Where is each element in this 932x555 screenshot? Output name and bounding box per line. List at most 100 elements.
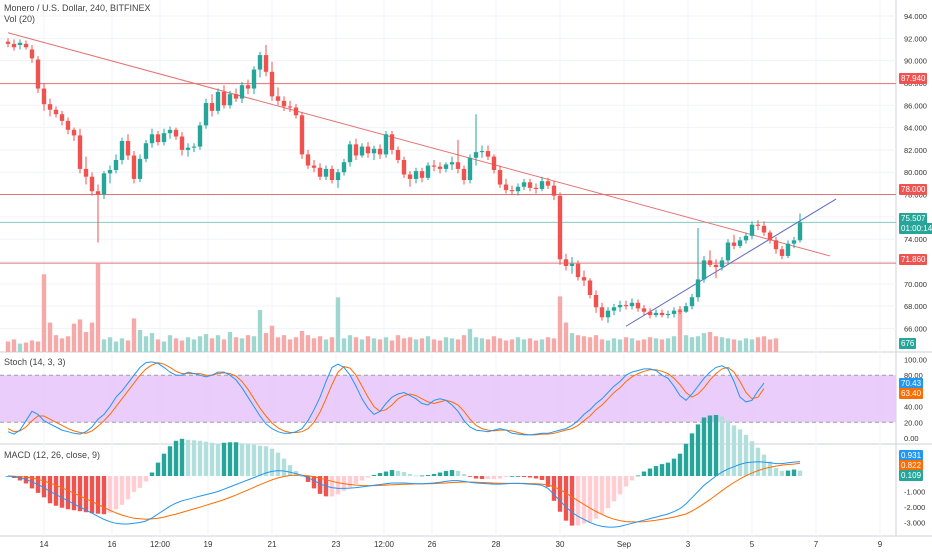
macd-histogram-bar (689, 433, 695, 476)
macd-histogram-bar (245, 443, 251, 476)
candle-body (167, 129, 173, 134)
volume-bar (227, 332, 233, 352)
candle-body (215, 91, 221, 111)
candle-body (143, 143, 149, 159)
price-tick-label: 86.000 (904, 101, 927, 110)
macd-histogram-bar (335, 476, 341, 495)
macd-histogram-bar (425, 475, 431, 476)
volume-bar (557, 296, 563, 352)
macd-histogram-bar (41, 476, 47, 498)
candle-body (773, 240, 779, 250)
candle-body (119, 140, 125, 160)
volume-bar (545, 337, 551, 352)
candle-body (695, 279, 701, 298)
level-low-label: 71.860 (899, 254, 928, 265)
price-tick-label: 68.000 (904, 302, 927, 311)
macd-histogram-bar (623, 476, 629, 487)
candle-body (467, 157, 473, 181)
volume-bar (389, 340, 395, 352)
macd-histogram-bar (239, 443, 245, 476)
stoch-legend[interactable]: Stoch (14, 3, 3) (4, 357, 66, 367)
candle-body (221, 91, 227, 106)
macd-histogram-bar (113, 476, 119, 510)
candle-body (425, 165, 431, 178)
macd-histogram-bar (299, 476, 305, 477)
volume-bar (65, 336, 71, 352)
candle-body (11, 43, 17, 48)
macd-legend[interactable]: MACD (12, 26, close, 9) (4, 450, 101, 460)
candle-body (653, 312, 659, 316)
candle-body (35, 59, 41, 89)
volume-bar (641, 339, 647, 352)
volume-bar (113, 341, 119, 352)
candle-body (641, 308, 647, 312)
candle-body (449, 162, 455, 165)
candle-body (323, 168, 329, 177)
volume-bar (551, 338, 557, 352)
macd-histogram-bar (359, 476, 365, 481)
volume-bar (335, 297, 341, 352)
symbol-legend[interactable]: Monero / U.S. Dollar, 240, BITFINEX (4, 3, 151, 13)
candle-body (281, 100, 287, 107)
candle-body (683, 306, 689, 312)
volume-bar (677, 308, 683, 352)
macd-histogram-bar (83, 476, 89, 513)
macd-histogram-bar (77, 476, 83, 512)
volume-bar (161, 341, 167, 352)
volume-bar (407, 337, 413, 352)
macd-histogram-bar (785, 470, 791, 476)
macd-histogram-bar (515, 476, 521, 477)
macd-histogram-bar (767, 461, 773, 476)
candle-body (113, 159, 119, 171)
volume-legend[interactable]: Vol (20) (4, 14, 36, 24)
macd-histogram-bar (605, 476, 611, 509)
candle-body (485, 151, 491, 157)
macd-histogram-bar (581, 476, 587, 524)
candle-body (317, 167, 323, 177)
macd-histogram-bar (485, 476, 491, 479)
candle-body (125, 140, 131, 156)
volume-bar (365, 336, 371, 352)
candle-body (749, 224, 755, 236)
volume-bar (89, 322, 95, 352)
candle-body (29, 49, 35, 59)
volume-bar (563, 322, 569, 352)
macd-histogram-bar (587, 476, 593, 523)
volume-bar (95, 263, 101, 352)
signal-line (7, 462, 801, 523)
candle-body (359, 146, 365, 156)
candle-body (581, 277, 587, 281)
candle-body (533, 187, 539, 189)
volume-bar (719, 337, 725, 352)
level-mid-label: 78.000 (899, 184, 928, 195)
volume-bar (137, 329, 143, 352)
macd-histogram-bar (251, 444, 257, 476)
macd-histogram-bar (215, 443, 221, 476)
volume-bar (509, 339, 515, 352)
candle-body (515, 186, 521, 192)
macd-tick-label: -2.000 (904, 503, 925, 512)
candle-body (347, 144, 353, 163)
candle-body (101, 173, 107, 195)
volume-bar (209, 338, 215, 352)
volume-bar (671, 336, 677, 352)
macd-histogram-bar (647, 468, 653, 476)
candle-body (77, 135, 83, 169)
macd-histogram-bar (551, 476, 557, 501)
candle-body (365, 146, 371, 154)
volume-bar (623, 337, 629, 352)
volume-bar (11, 339, 17, 352)
macd-histogram-bar (107, 476, 113, 513)
stoch-tick-label: 0.00 (904, 434, 919, 443)
volume-bar (539, 339, 545, 352)
candle-body (599, 307, 605, 318)
volume-bar (383, 337, 389, 352)
candle-body (419, 171, 425, 178)
candle-body (719, 260, 725, 268)
macd-histogram-bar (419, 475, 425, 477)
volume-bar (317, 336, 323, 352)
volume-bar (293, 337, 299, 352)
candle-body (479, 151, 485, 153)
